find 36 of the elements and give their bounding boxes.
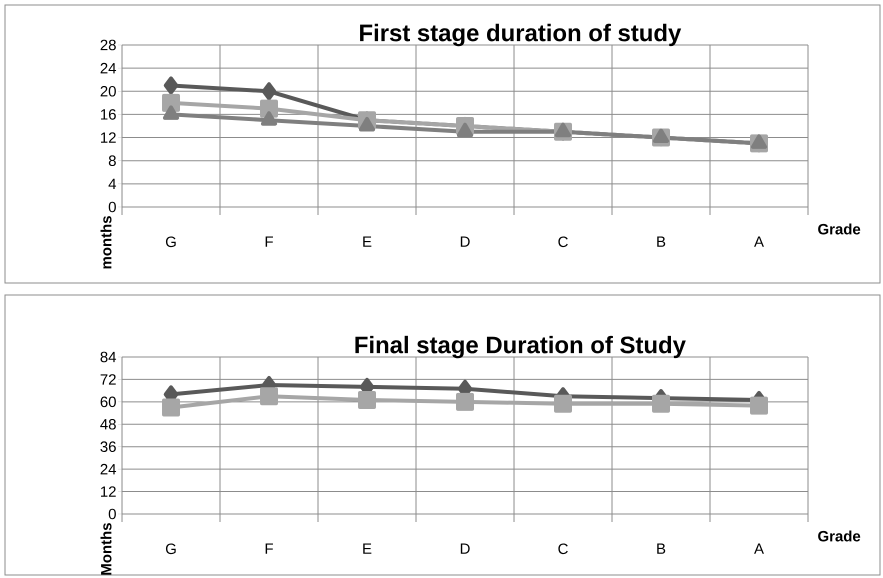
y-tick-label: 12: [101, 132, 116, 143]
y-tick-label: 24: [100, 464, 116, 474]
x-axis-title: Grade: [818, 224, 860, 234]
x-tick-label: G: [166, 544, 176, 554]
x-tick-label: A: [754, 236, 764, 247]
x-tick-label: C: [558, 544, 568, 554]
x-tick-label: G: [166, 236, 176, 248]
x-tick-label: F: [266, 544, 273, 554]
y-tick-label: 20: [100, 86, 116, 97]
y-axis-title: months: [100, 216, 112, 268]
x-tick-label: D: [460, 236, 470, 247]
y-tick-label: 24: [100, 62, 116, 74]
y-tick-label: 8: [108, 155, 116, 166]
x-tick-label: D: [460, 544, 470, 554]
y-axis-title: Months: [100, 523, 112, 575]
x-tick-label: E: [363, 236, 372, 247]
chart-title: Final stage Duration of Study: [355, 336, 686, 358]
x-tick-label: E: [363, 544, 372, 554]
x-tick-label: A: [754, 544, 764, 554]
y-tick-label: 16: [101, 109, 116, 120]
y-tick-label: 48: [100, 418, 116, 430]
y-tick-label: 72: [100, 374, 116, 385]
y-tick-label: 60: [100, 396, 116, 408]
y-tick-label: 28: [100, 40, 116, 50]
y-tick-label: 84: [100, 352, 116, 362]
x-tick-label: C: [558, 236, 568, 248]
y-tick-label: 0: [108, 202, 116, 212]
chart-title: First stage duration of study: [360, 24, 682, 46]
x-axis-title: Grade: [818, 530, 860, 542]
x-tick-label: F: [266, 236, 273, 247]
y-tick-label: 12: [101, 486, 116, 497]
y-tick-label: 36: [100, 441, 116, 452]
y-tick-label: 0: [108, 508, 116, 520]
x-tick-label: B: [657, 544, 666, 554]
y-tick-label: 4: [108, 178, 116, 189]
x-tick-label: B: [657, 236, 666, 247]
